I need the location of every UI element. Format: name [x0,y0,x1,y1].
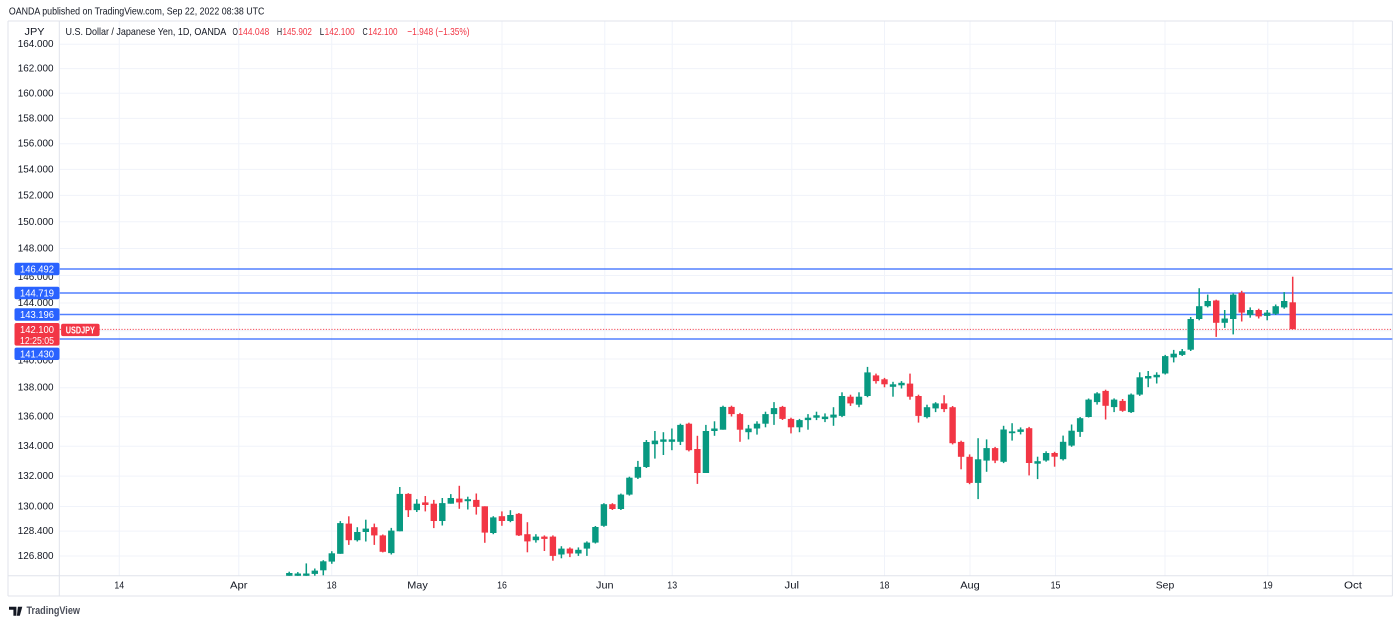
svg-text:142.100: 142.100 [368,27,397,38]
svg-text:142.100: 142.100 [325,27,355,38]
svg-text:164.000: 164.000 [18,39,54,50]
svg-text:150.000: 150.000 [18,217,54,228]
svg-text:Aug: Aug [960,581,980,592]
svg-text:126.800: 126.800 [18,551,54,562]
svg-text:145.902: 145.902 [283,27,313,38]
svg-text:160.000: 160.000 [18,88,54,99]
svg-text:152.000: 152.000 [18,190,54,201]
svg-text:12:25:05: 12:25:05 [20,336,54,347]
svg-text:USDJPY: USDJPY [66,326,95,337]
svg-text:15: 15 [1051,581,1061,592]
svg-text:156.000: 156.000 [18,139,54,150]
svg-text:OANDA published on TradingView: OANDA published on TradingView.com, Sep … [9,6,265,17]
svg-text:−1.948 (−1.35%): −1.948 (−1.35%) [407,27,469,38]
svg-text:148.000: 148.000 [18,244,54,255]
svg-text:138.000: 138.000 [18,383,54,394]
svg-text:154.000: 154.000 [18,164,54,175]
svg-text:128.400: 128.400 [18,526,54,537]
svg-text:18: 18 [880,581,890,592]
svg-text:144.000: 144.000 [18,298,54,309]
svg-text:TradingView: TradingView [27,605,81,617]
svg-text:132.000: 132.000 [18,471,54,482]
svg-text:130.000: 130.000 [18,502,54,513]
svg-text:146.492: 146.492 [20,265,54,276]
svg-text:143.196: 143.196 [20,310,54,321]
svg-text:May: May [407,581,428,592]
svg-text:140.000: 140.000 [18,356,54,367]
svg-text:JPY: JPY [25,27,45,38]
svg-text:L: L [320,27,325,38]
svg-text:13: 13 [667,581,677,592]
svg-text:C: C [363,27,369,38]
svg-text:144.719: 144.719 [20,289,54,300]
svg-text:162.000: 162.000 [18,64,54,75]
svg-text:134.000: 134.000 [18,441,54,452]
svg-text:Apr: Apr [230,581,248,592]
svg-text:H: H [277,27,282,38]
svg-text:Jul: Jul [785,581,800,592]
svg-text:144.048: 144.048 [238,27,269,38]
svg-text:158.000: 158.000 [18,113,54,124]
svg-text:14: 14 [114,581,124,592]
svg-text:O: O [233,27,238,38]
svg-text:141.430: 141.430 [20,350,54,361]
svg-text:142.100: 142.100 [20,325,54,336]
svg-text:Sep: Sep [1156,581,1175,592]
svg-text:19: 19 [1263,581,1273,592]
svg-text:136.000: 136.000 [18,412,54,423]
svg-text:18: 18 [327,581,337,592]
svg-text:16: 16 [497,581,507,592]
svg-text:146.000: 146.000 [18,272,54,283]
svg-text:Oct: Oct [1344,581,1362,592]
svg-text:Jun: Jun [596,581,614,592]
svg-text:U.S. Dollar / Japanese Yen, 1D: U.S. Dollar / Japanese Yen, 1D, OANDA [66,27,227,38]
